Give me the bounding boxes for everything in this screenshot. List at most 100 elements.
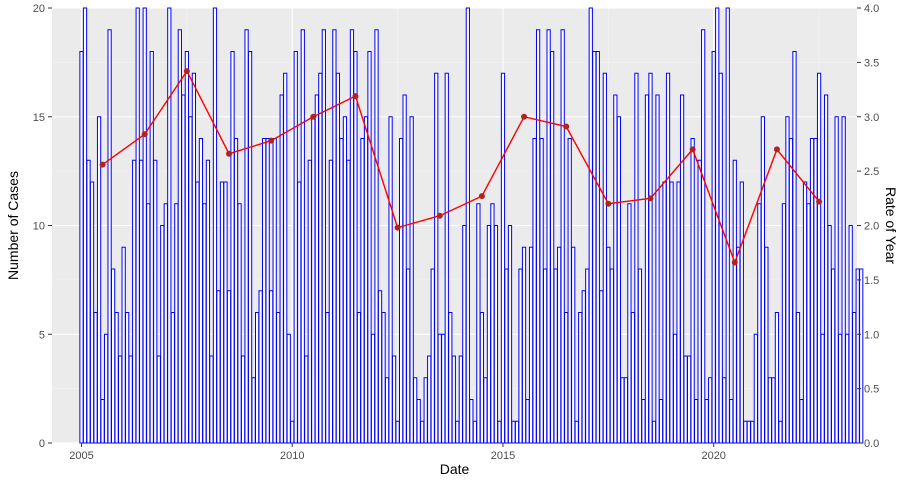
bar — [458, 355, 463, 444]
rate-line-layer — [99, 68, 823, 266]
bar — [195, 181, 200, 444]
bar — [402, 94, 407, 444]
bar — [665, 72, 671, 444]
bar — [560, 29, 565, 444]
bar — [620, 377, 625, 444]
bar — [781, 203, 787, 444]
bar — [184, 51, 189, 444]
bar — [167, 7, 172, 444]
bar — [465, 7, 470, 444]
bar — [311, 116, 316, 444]
bar — [325, 312, 330, 444]
bar — [441, 333, 446, 444]
bar — [391, 355, 397, 444]
bar — [574, 420, 579, 444]
bar — [262, 138, 267, 444]
bar — [479, 312, 485, 444]
bar — [535, 29, 541, 444]
bar — [448, 312, 453, 444]
bar — [736, 246, 741, 444]
bar — [223, 181, 228, 444]
bar — [483, 377, 488, 444]
bar — [265, 138, 270, 444]
bar — [609, 268, 614, 444]
bar — [528, 246, 534, 444]
rate-point — [773, 146, 780, 153]
bar — [258, 290, 263, 444]
rate-point — [647, 195, 654, 202]
bar — [658, 399, 664, 444]
bar — [174, 203, 179, 444]
bar — [486, 225, 492, 444]
bar — [845, 333, 850, 444]
bar — [111, 268, 116, 444]
bar — [550, 51, 555, 444]
bar — [655, 94, 660, 444]
bar — [848, 225, 853, 444]
bar — [553, 268, 558, 444]
bar — [437, 333, 442, 444]
rate-series-line — [102, 69, 820, 265]
bar — [153, 159, 158, 444]
bar — [370, 333, 376, 444]
bar — [216, 290, 221, 444]
bar — [729, 399, 734, 444]
bar — [286, 333, 291, 444]
bar — [381, 312, 386, 444]
bar — [708, 377, 713, 444]
bar — [757, 203, 762, 444]
bar — [314, 94, 319, 444]
bar — [125, 312, 130, 444]
bar — [585, 268, 590, 444]
y2-tick-label: 2.0 — [864, 221, 879, 233]
y2-tick-label: 1.5 — [864, 275, 879, 287]
bar — [283, 72, 288, 444]
y-tick-label: 20 — [33, 3, 45, 15]
bar — [339, 138, 344, 444]
y2-axis-title: Rate of Year — [883, 187, 899, 264]
bar — [493, 225, 499, 444]
bar — [525, 399, 530, 444]
bar — [514, 420, 520, 444]
bar — [198, 138, 204, 444]
rate-point — [436, 212, 443, 219]
bar — [859, 268, 864, 444]
bar — [342, 116, 348, 444]
bar — [507, 225, 513, 444]
bar — [142, 7, 147, 444]
bar — [451, 355, 456, 444]
bar — [290, 420, 295, 444]
bar — [374, 29, 379, 444]
bar — [472, 420, 477, 444]
bar — [395, 420, 400, 444]
bar — [715, 7, 720, 444]
bar — [384, 377, 390, 444]
bar — [300, 29, 305, 444]
bar — [806, 203, 811, 444]
bar — [427, 355, 432, 444]
bar — [788, 138, 794, 444]
bar — [82, 7, 88, 444]
bar — [226, 290, 232, 444]
bar — [725, 7, 730, 444]
bar — [732, 159, 737, 444]
bar — [697, 159, 702, 444]
x-tick-label: 2020 — [701, 450, 725, 462]
bar — [511, 420, 516, 444]
bar — [602, 72, 607, 444]
bar — [240, 355, 246, 444]
bar — [363, 116, 369, 444]
bar — [820, 333, 825, 444]
bar — [571, 246, 576, 444]
rate-point — [226, 150, 233, 157]
rate-point — [268, 137, 275, 144]
rate-point — [352, 93, 359, 100]
x-tick-label: 2015 — [491, 450, 515, 462]
bar — [644, 94, 650, 444]
bar — [834, 116, 839, 444]
rate-point — [689, 146, 696, 153]
bar — [704, 399, 709, 444]
bar — [546, 29, 551, 444]
bar — [170, 312, 175, 444]
